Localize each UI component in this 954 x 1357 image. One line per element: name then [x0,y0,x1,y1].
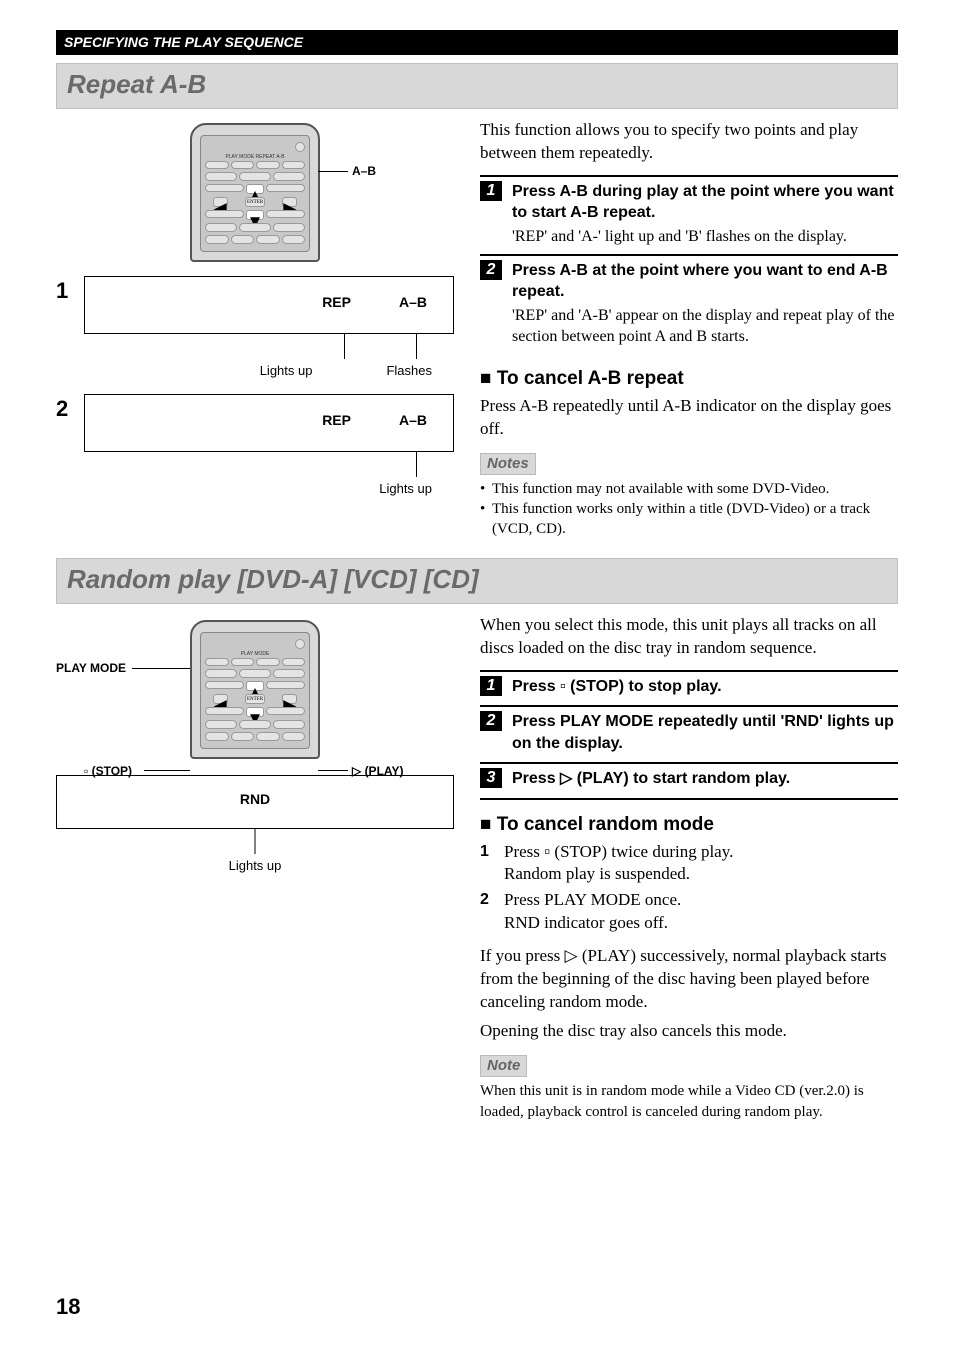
s2-step-3: 3 Press ▷ (PLAY) to start random play. [480,762,898,800]
note-label-2: Note [480,1055,527,1077]
section1-intro: This function allows you to specify two … [480,119,898,165]
step-1: 1 Press A-B during play at the point whe… [480,175,898,254]
cancel2-1b: Random play is suspended. [504,863,898,886]
notes-label-1: Notes [480,453,536,475]
section-title-random: Random play [DVD-A] [VCD] [CD] [56,558,898,604]
cancel-text-1: Press A-B repeatedly until A-B indicator… [480,395,898,441]
notes-list-1: This function may not available with som… [480,479,898,540]
remote-diagram-2: PLAY MODE ▲ ◀ENTER▶ ▼ PLAY MODE ▫ (STOP)… [190,620,320,759]
note-1-2: This function works only within a title … [480,499,898,540]
section-title-repeat: Repeat A-B [56,63,898,109]
step2-title: Press A-B at the point where you want to… [512,260,898,303]
display-rnd-cap: Lights up [229,857,282,875]
cancel-heading-2: To cancel random mode [480,812,898,838]
display1-box: REP A–B [84,276,454,334]
section1-right: This function allows you to specify two … [480,119,898,540]
section1-left: PLAY MODE REPEAT A-B ▲ ◀ENTER▶ ▼ A–B 1 [56,119,454,540]
step2-num: 2 [480,260,502,280]
s2-post1: If you press ▷ (PLAY) successively, norm… [480,945,898,1014]
s2-step-2: 2 Press PLAY MODE repeatedly until 'RND'… [480,705,898,762]
note-2-1: When this unit is in random mode while a… [480,1081,898,1122]
section2-left: PLAY MODE ▲ ◀ENTER▶ ▼ PLAY MODE ▫ (STOP)… [56,614,454,1122]
step1-num: 1 [480,181,502,201]
display-rnd-box: RND [56,775,454,829]
note-1-1: This function may not available with som… [480,479,898,499]
step1-desc: 'REP' and 'A-' light up and 'B' flashes … [512,226,898,248]
display1-num: 1 [56,276,74,306]
display-row-2: 2 REP A–B Lights up [56,394,454,498]
remote-playmode-label: PLAY MODE [56,660,126,676]
s2-step1-title: Press ▫ (STOP) to stop play. [512,676,898,698]
s2-step1-num: 1 [480,676,502,696]
cancel2-2b: RND indicator goes off. [504,912,898,935]
header-bar: SPECIFYING THE PLAY SEQUENCE [56,30,898,55]
display-row-1: 1 REP A–B Lights up Flashes [56,276,454,380]
s2-step2-title: Press PLAY MODE repeatedly until 'RND' l… [512,711,898,754]
remote-diagram-1: PLAY MODE REPEAT A-B ▲ ◀ENTER▶ ▼ A–B [190,123,320,262]
cancel2-num1: 1 [480,841,496,887]
display1-ab: A–B [399,293,427,312]
display2-num: 2 [56,394,74,424]
section2-right: When you select this mode, this unit pla… [480,614,898,1122]
display1-cap2: Flashes [386,362,432,380]
section2-intro: When you select this mode, this unit pla… [480,614,898,660]
s2-step3-num: 3 [480,768,502,788]
step2-desc: 'REP' and 'A-B' appear on the display an… [512,305,898,348]
s2-step2-num: 2 [480,711,502,731]
cancel2-num2: 2 [480,889,496,935]
display2-cap: Lights up [379,480,432,498]
step1-title: Press A-B during play at the point where… [512,181,898,224]
display2-box: REP A–B [84,394,454,452]
remote-ab-label: A–B [352,163,376,179]
cancel-heading-1: To cancel A-B repeat [480,366,898,392]
s2-step-1: 1 Press ▫ (STOP) to stop play. [480,670,898,706]
display2-rep: REP [322,411,351,430]
page-number: 18 [56,1292,898,1322]
display1-rep: REP [322,293,351,312]
section1-columns: PLAY MODE REPEAT A-B ▲ ◀ENTER▶ ▼ A–B 1 [56,119,898,540]
s2-post2: Opening the disc tray also cancels this … [480,1020,898,1043]
s2-step3-title: Press ▷ (PLAY) to start random play. [512,768,898,790]
display1-cap1: Lights up [260,362,313,380]
cancel2-2a: Press PLAY MODE once. [504,889,898,912]
display2-ab: A–B [399,411,427,430]
cancel2-1a: Press ▫ (STOP) twice during play. [504,841,898,864]
section2-columns: PLAY MODE ▲ ◀ENTER▶ ▼ PLAY MODE ▫ (STOP)… [56,614,898,1122]
display-rnd: RND [240,790,270,809]
step-2: 2 Press A-B at the point where you want … [480,254,898,354]
cancel-steps-2: 1 Press ▫ (STOP) twice during play. Rand… [480,841,898,936]
